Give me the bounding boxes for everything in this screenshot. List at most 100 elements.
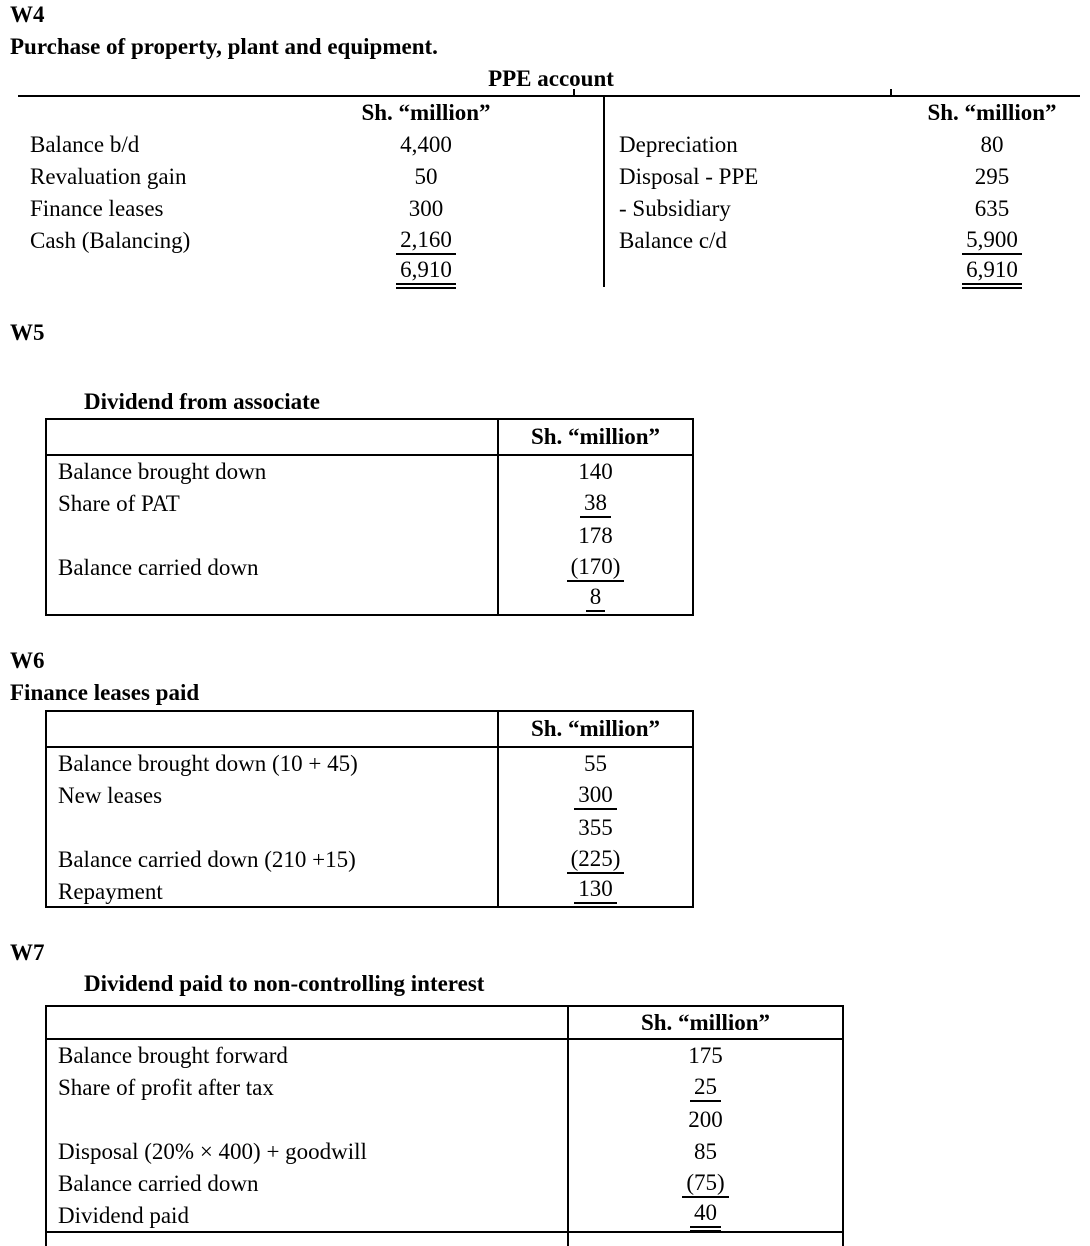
table-border-stub-divider [567,1233,569,1246]
w6-table-title: Finance leases paid [10,680,200,705]
row-label: Balance c/d [619,228,727,253]
row-label: Balance brought down [58,459,267,484]
row-value: 295 [974,164,1010,189]
row-value: 178 [578,523,613,548]
row-label: Balance brought down (10 + 45) [58,751,358,776]
table-row: Finance leases 300 [18,193,603,225]
table-total-row: Dividend paid 40 [47,1200,842,1232]
table-total-row: 6,910 [18,257,603,289]
row-value: 50 [414,164,438,189]
row-label: Repayment [58,879,163,904]
w7-table-title: Dividend paid to non-controlling interes… [84,971,485,996]
w6-section-label: W6 [10,648,45,673]
row-total-value: 8 [585,584,606,616]
debit-column-header: Sh. “million” [361,100,491,125]
table-row: Balance brought down (10 + 45) 55 [47,748,692,780]
t-account-center-divider [603,97,605,287]
table-row: Share of PAT 38 [47,488,692,520]
w5-table-title: Dividend from associate [84,389,320,414]
ppe-account-title: PPE account [488,66,614,91]
amount-column-header: Sh. “million” [567,1007,842,1038]
column-header-row: Sh. “million” [605,97,1078,129]
row-value: 55 [584,751,607,776]
finance-leases-paid-table: Sh. “million” Balance brought down (10 +… [45,710,694,908]
amount-column-header: Sh. “million” [497,420,692,454]
amount-column-header: Sh. “million” [497,712,692,746]
row-label: Finance leases [30,196,164,221]
t-account-tick-right [890,89,892,95]
row-value: 300 [574,782,617,810]
table-row: - Subsidiary 635 [605,193,1078,225]
row-value: 80 [980,132,1004,157]
dividend-paid-to-nci-table: Sh. “million” Balance brought forward 17… [45,1005,844,1233]
row-total-value: 6,910 [962,257,1022,289]
row-value: 355 [578,815,613,840]
table-row: 178 [47,520,692,552]
row-value: 4,400 [400,132,452,157]
row-total-value: 40 [690,1200,721,1232]
row-label: Balance b/d [30,132,140,157]
table-row: Disposal (20% × 400) + goodwill 85 [47,1136,842,1168]
row-label: Dividend paid [58,1203,189,1228]
dividend-from-associate-table: Sh. “million” Balance brought down 140 S… [45,418,694,616]
table-header-row: Sh. “million” [47,1007,842,1040]
table-row: Balance carried down (170) [47,552,692,584]
table-header-row: Sh. “million” [47,420,692,456]
table-border-stub-right [842,1233,844,1246]
table-row: Balance brought down 140 [47,456,692,488]
w4-section-label: W4 [10,2,45,27]
table-total-row: 6,910 [605,257,1078,289]
row-value: 635 [974,196,1010,221]
table-row: Balance b/d 4,400 [18,129,603,161]
row-label: Disposal (20% × 400) + goodwill [58,1139,367,1164]
ppe-debit-column: Sh. “million” Balance b/d 4,400 Revaluat… [18,97,603,289]
table-row: 200 [47,1104,842,1136]
row-value: 140 [578,459,613,484]
row-label: New leases [58,783,163,808]
row-label: Balance brought forward [58,1043,288,1068]
row-total-value: 6,910 [396,257,456,289]
row-label: Balance carried down (210 +15) [58,847,356,872]
row-label: Revaluation gain [30,164,187,189]
ppe-credit-column: Sh. “million” Depreciation 80 Disposal -… [605,97,1078,289]
row-label: Share of profit after tax [58,1075,274,1100]
row-value: 175 [688,1043,723,1068]
t-account-tick-left [573,89,575,95]
row-label: Balance carried down [58,1171,259,1196]
row-value: (225) [566,846,625,874]
table-border-stub-left [45,1233,47,1246]
row-value: 25 [690,1074,721,1102]
table-row: New leases 300 [47,780,692,812]
table-header-row: Sh. “million” [47,712,692,748]
row-value: 200 [688,1107,723,1132]
credit-column-header: Sh. “million” [927,100,1057,125]
table-row: Balance c/d 5,900 [605,225,1078,257]
row-value: 38 [580,490,611,518]
row-value: 2,160 [396,227,456,255]
row-value: (75) [682,1170,729,1198]
table-row: Share of profit after tax 25 [47,1072,842,1104]
column-header-row: Sh. “million” [18,97,603,129]
w4-section-title: Purchase of property, plant and equipmen… [10,34,438,59]
row-label: Disposal - PPE [619,164,759,189]
w5-section-label: W5 [10,320,45,345]
table-row: 355 [47,812,692,844]
row-label: Cash (Balancing) [30,228,191,253]
table-row: Balance carried down (210 +15) (225) [47,844,692,876]
table-row: Depreciation 80 [605,129,1078,161]
row-total-value: 130 [574,876,617,908]
w7-section-label: W7 [10,940,45,965]
row-label: Share of PAT [58,491,180,516]
table-row: Revaluation gain 50 [18,161,603,193]
row-value: 300 [408,196,444,221]
row-label: Balance carried down [58,555,259,580]
row-label: Depreciation [619,132,738,157]
t-account-top-rule [18,95,1080,97]
row-value: (170) [566,554,625,582]
table-row: Balance brought forward 175 [47,1040,842,1072]
table-row: Cash (Balancing) 2,160 [18,225,603,257]
table-total-row: 8 [47,584,692,616]
table-total-row: Repayment 130 [47,876,692,908]
row-label: - Subsidiary [619,196,731,221]
